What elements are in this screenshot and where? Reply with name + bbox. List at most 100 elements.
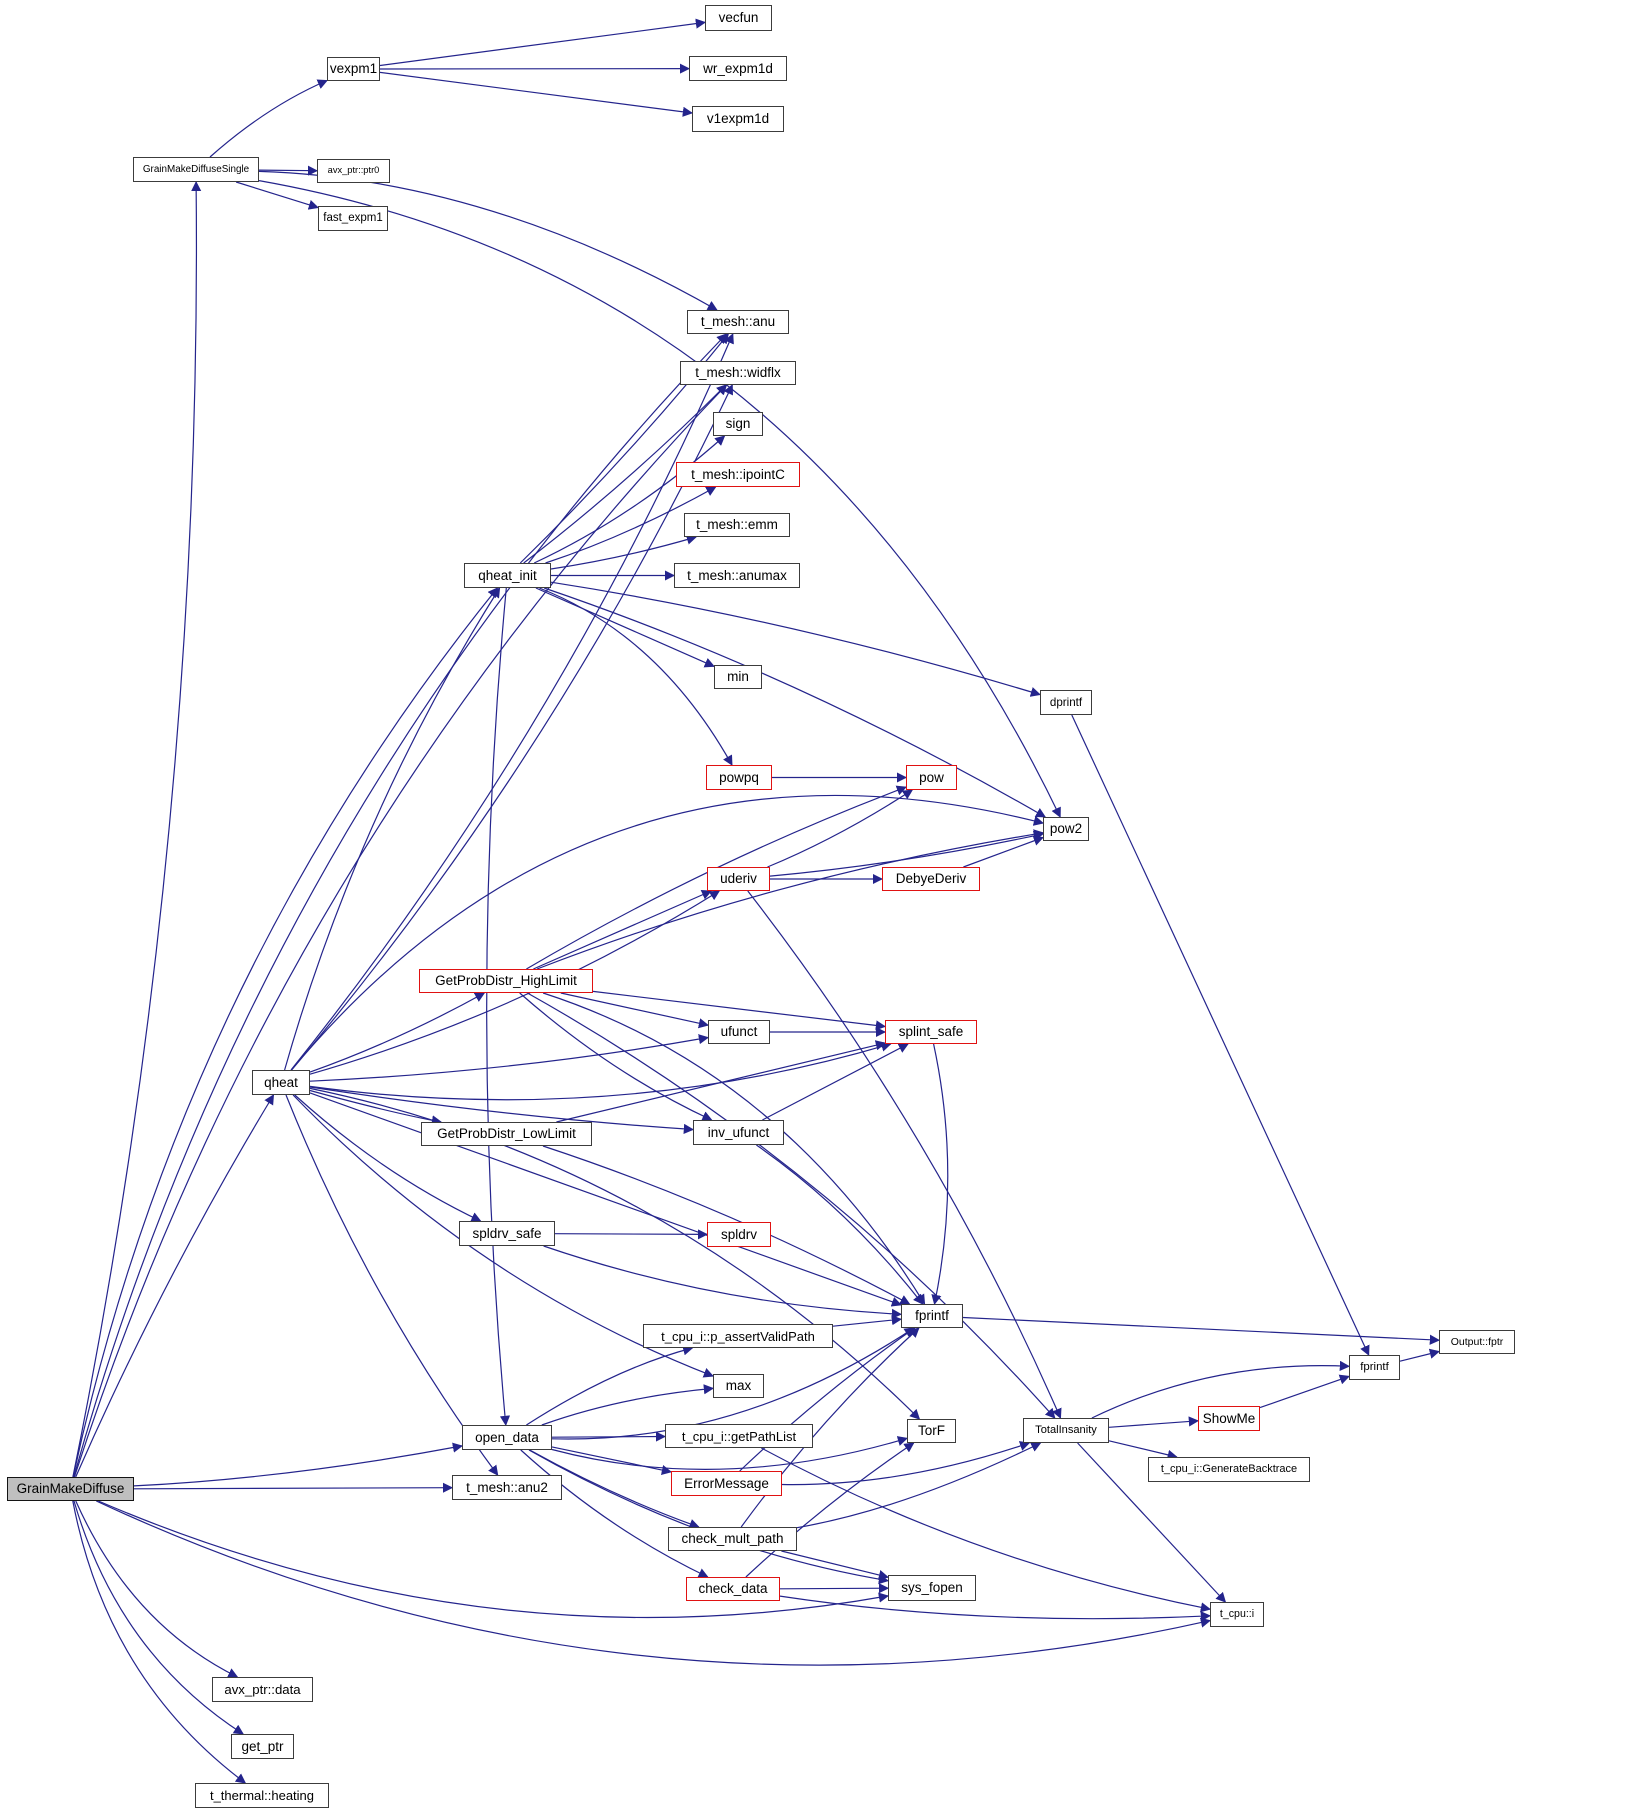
edge-qheat_init--min [535, 587, 715, 668]
edge-check_mult_path--fprintf1 [740, 1327, 920, 1528]
edge-GetProbDistr_HighLimit--pow2 [536, 829, 1045, 970]
node-inv_ufunct[interactable]: inv_ufunct [693, 1120, 784, 1145]
node-min[interactable]: min [714, 665, 762, 689]
node-label: vecfun [718, 10, 759, 26]
node-fast_expm1[interactable]: fast_expm1 [318, 206, 388, 231]
node-anu[interactable]: t_mesh::anu [687, 310, 789, 334]
node-spldrv_safe[interactable]: spldrv_safe [459, 1221, 555, 1246]
node-label: wr_expm1d [703, 60, 773, 76]
node-avx_data[interactable]: avx_ptr::data [212, 1677, 313, 1702]
edge-qheat--TorF [309, 1087, 921, 1420]
node-label: get_ptr [241, 1738, 284, 1754]
node-TotalInsanity[interactable]: TotalInsanity [1023, 1418, 1109, 1443]
edge-spldrv_safe--fprintf1 [543, 1245, 903, 1319]
node-check_mult_path[interactable]: check_mult_path [668, 1527, 797, 1551]
node-label: avx_ptr::ptr0 [327, 165, 380, 176]
node-pow[interactable]: pow [906, 765, 957, 790]
node-widflx[interactable]: t_mesh::widflx [680, 361, 796, 385]
node-vecfun[interactable]: vecfun [705, 5, 772, 31]
edge-open_data--ErrorMessage [551, 1446, 672, 1476]
node-qheat_init[interactable]: qheat_init [464, 563, 551, 588]
node-label: t_cpu_i::p_assertValidPath [661, 1328, 815, 1344]
node-getPathList[interactable]: t_cpu_i::getPathList [665, 1424, 813, 1448]
node-Output_fptr[interactable]: Output::fptr [1439, 1330, 1515, 1354]
node-open_data[interactable]: open_data [462, 1425, 552, 1450]
node-fprintf1[interactable]: fprintf [901, 1304, 963, 1328]
node-GenerateBacktrace[interactable]: t_cpu_i::GenerateBacktrace [1148, 1457, 1310, 1482]
edge-GrainMakeDiffuse--open_data [133, 1442, 464, 1487]
edge-GrainMakeDiffuse--widflx [73, 384, 728, 1478]
node-ipointC[interactable]: t_mesh::ipointC [676, 462, 800, 487]
node-check_data[interactable]: check_data [686, 1577, 780, 1601]
edge-fprintf1--Output_fptr [962, 1316, 1441, 1345]
node-label: t_thermal::heating [209, 1788, 315, 1803]
node-label: check_data [698, 1581, 768, 1597]
edge-uderiv--pow [767, 789, 914, 868]
node-label: fprintf [915, 1308, 949, 1324]
node-dprintf[interactable]: dprintf [1040, 690, 1092, 715]
node-sys_fopen[interactable]: sys_fopen [888, 1575, 976, 1601]
node-uderiv[interactable]: uderiv [707, 867, 770, 891]
node-label: dprintf [1049, 695, 1083, 709]
node-label: TorF [918, 1423, 945, 1439]
node-sign[interactable]: sign [713, 412, 763, 436]
node-ShowMe[interactable]: ShowMe [1198, 1406, 1260, 1431]
edge-qheat--spldrv_safe [294, 1094, 482, 1222]
node-label: t_mesh::widflx [695, 365, 781, 381]
edge-spldrv_safe--spldrv [554, 1229, 709, 1240]
node-anu2[interactable]: t_mesh::anu2 [452, 1475, 562, 1500]
node-TorF[interactable]: TorF [907, 1419, 956, 1443]
edge-check_data--TorF [745, 1442, 915, 1578]
edge-check_data--sys_fopen [779, 1583, 890, 1594]
edge-qheat_init--widflx [523, 384, 727, 564]
node-GetProbDistr_HighLimit[interactable]: GetProbDistr_HighLimit [419, 969, 593, 993]
node-heating[interactable]: t_thermal::heating [195, 1783, 329, 1808]
edge-open_data--TorF [551, 1436, 908, 1470]
node-spldrv[interactable]: spldrv [707, 1222, 771, 1247]
edge-open_data--fprintf1 [551, 1327, 915, 1440]
node-label: avx_ptr::data [224, 1681, 301, 1697]
node-emm[interactable]: t_mesh::emm [684, 513, 790, 537]
edge-qheat_init--ipointC [545, 486, 717, 564]
edge-splint_safe--fprintf1 [931, 1043, 949, 1305]
edge-check_mult_path--TotalInsanity [796, 1442, 1042, 1529]
edge-qheat--fprintf1 [309, 1092, 902, 1307]
edge-open_data--check_data [520, 1449, 709, 1578]
node-label: t_mesh::anu2 [466, 1479, 548, 1495]
node-GetProbDistr_LowLimit[interactable]: GetProbDistr_LowLimit [421, 1122, 592, 1146]
node-qheat[interactable]: qheat [252, 1070, 310, 1095]
node-pow2[interactable]: pow2 [1043, 817, 1089, 841]
edge-check_data--t_cpu_i [779, 1595, 1212, 1622]
node-splint_safe[interactable]: splint_safe [885, 1020, 977, 1044]
node-p_assertValidPath[interactable]: t_cpu_i::p_assertValidPath [643, 1324, 833, 1348]
node-ErrorMessage[interactable]: ErrorMessage [671, 1471, 782, 1496]
node-wr_expm1d[interactable]: wr_expm1d [689, 56, 787, 81]
node-fprintf2[interactable]: fprintf [1349, 1355, 1400, 1380]
node-t_cpu_i[interactable]: t_cpu::i [1210, 1602, 1264, 1627]
node-ptr0[interactable]: avx_ptr::ptr0 [317, 159, 390, 183]
node-label: t_mesh::anumax [687, 567, 787, 583]
node-DebyeDeriv[interactable]: DebyeDeriv [882, 867, 980, 891]
edge-GetProbDistr_LowLimit--splint_safe [556, 1040, 886, 1123]
edge-GrainMakeDiffuse--GrainMakeDiffuseSingle [72, 180, 202, 1478]
node-powpq[interactable]: powpq [706, 765, 772, 790]
node-get_ptr[interactable]: get_ptr [231, 1734, 294, 1759]
node-anumax[interactable]: t_mesh::anumax [674, 563, 800, 588]
node-label: GetProbDistr_LowLimit [437, 1126, 576, 1142]
node-label: ufunct [720, 1024, 758, 1040]
node-v1expm1d[interactable]: v1expm1d [692, 106, 784, 132]
edge-GrainMakeDiffuseSingle--vexpm1 [209, 79, 328, 158]
node-ufunct[interactable]: ufunct [708, 1020, 770, 1044]
node-label: DebyeDeriv [895, 871, 967, 887]
node-vexpm1[interactable]: vexpm1 [327, 57, 380, 81]
node-label: inv_ufunct [707, 1124, 770, 1140]
node-GrainMakeDiffuseSingle[interactable]: GrainMakeDiffuseSingle [133, 157, 259, 182]
edge-p_assertValidPath--fprintf1 [832, 1315, 903, 1327]
node-label: v1expm1d [706, 111, 770, 127]
edge-TotalInsanity--ShowMe [1108, 1416, 1200, 1428]
edge-GrainMakeDiffuse--get_ptr [73, 1500, 244, 1735]
edge-TotalInsanity--t_cpu_i [1077, 1442, 1227, 1603]
node-label: GrainMakeDiffuseSingle [142, 163, 250, 175]
node-max[interactable]: max [713, 1374, 764, 1398]
